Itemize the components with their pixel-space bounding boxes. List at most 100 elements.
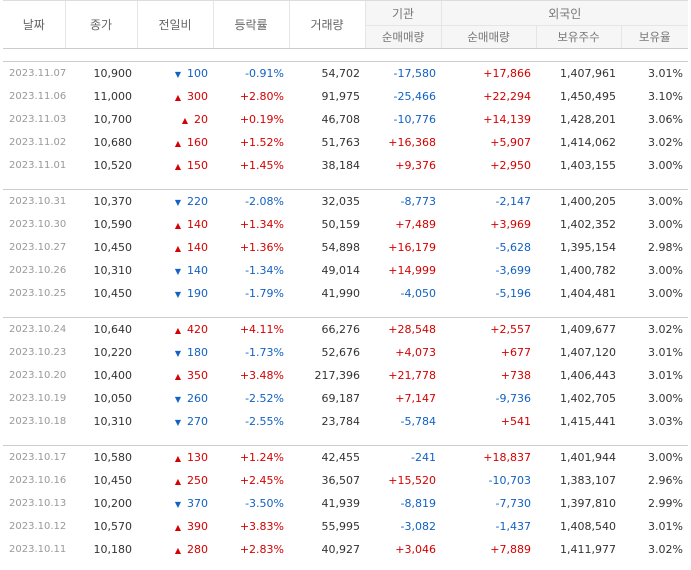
cell-foreign-ratio: 2.98% xyxy=(648,241,683,254)
cell-volume: 42,455 xyxy=(321,451,361,464)
cell-close: 10,450 xyxy=(93,474,133,487)
triangle-up-icon: ▲ xyxy=(174,326,181,335)
cell-volume: 69,187 xyxy=(321,392,361,405)
cell-change: ▼ 220 xyxy=(137,190,213,214)
cell-foreign-net: +18,837 xyxy=(483,451,531,464)
cell-foreign-net: +677 xyxy=(500,346,531,359)
cell-rate: +1.52% xyxy=(239,136,284,149)
cell-foreign-net: +2,557 xyxy=(490,323,531,336)
cell-foreign-hold: 1,404,481 xyxy=(560,287,616,300)
cell-foreign-ratio: 3.02% xyxy=(648,323,683,336)
cell-inst-net: +21,778 xyxy=(388,369,436,382)
triangle-down-icon: ▼ xyxy=(174,70,181,79)
change-value: 150 xyxy=(187,159,208,172)
cell-inst-net: -4,050 xyxy=(400,287,436,300)
table-row: 2023.10.24 10,640 ▲ 420 +4.11% 66,276 +28,548 +… xyxy=(3,318,688,342)
col-header-foreign-ratio: 보유율 xyxy=(620,25,688,49)
triangle-up-icon: ▲ xyxy=(174,139,181,148)
cell-change: ▲ 300 xyxy=(137,85,213,108)
cell-foreign-net: +3,969 xyxy=(490,218,531,231)
cell-rate: -1.34% xyxy=(245,264,284,277)
cell-close: 10,310 xyxy=(93,264,133,277)
triangle-down-icon: ▼ xyxy=(174,349,181,358)
cell-inst-net: +15,520 xyxy=(388,474,436,487)
table-row: 2023.10.19 10,050 ▼ 260 -2.52% 69,187 +7,147 -9… xyxy=(3,387,688,410)
cell-foreign-ratio: 3.02% xyxy=(648,543,683,556)
triangle-down-icon: ▼ xyxy=(174,418,181,427)
cell-foreign-ratio: 3.00% xyxy=(648,264,683,277)
cell-foreign-hold: 1,409,677 xyxy=(560,323,616,336)
cell-foreign-hold: 1,402,705 xyxy=(560,392,616,405)
cell-foreign-hold: 1,395,154 xyxy=(560,241,616,254)
cell-foreign-net: -9,736 xyxy=(495,392,531,405)
cell-date: 2023.10.12 xyxy=(9,521,67,532)
cell-change: ▲ 150 xyxy=(137,154,213,177)
cell-foreign-net: -3,699 xyxy=(495,264,531,277)
cell-change: ▲ 250 xyxy=(137,469,213,492)
cell-foreign-hold: 1,407,961 xyxy=(560,67,616,80)
cell-foreign-net: +14,139 xyxy=(483,113,531,126)
cell-foreign-hold: 1,403,155 xyxy=(560,159,616,172)
change-value: 420 xyxy=(187,323,208,336)
cell-foreign-hold: 1,400,782 xyxy=(560,264,616,277)
cell-rate: -1.79% xyxy=(245,287,284,300)
cell-change: ▼ 260 xyxy=(137,387,213,410)
separator-cell xyxy=(3,433,688,446)
cell-foreign-ratio: 3.06% xyxy=(648,113,683,126)
triangle-down-icon: ▼ xyxy=(174,198,181,207)
table-row: 2023.10.31 10,370 ▼ 220 -2.08% 32,035 -8,773 -2… xyxy=(3,190,688,214)
cell-volume: 66,276 xyxy=(321,323,361,336)
table-row: 2023.10.23 10,220 ▼ 180 -1.73% 52,676 +4,073 +6… xyxy=(3,341,688,364)
cell-date: 2023.10.25 xyxy=(9,288,67,299)
cell-inst-net: +28,548 xyxy=(388,323,436,336)
cell-rate: +3.83% xyxy=(239,520,284,533)
cell-foreign-net: +738 xyxy=(500,369,531,382)
cell-close: 10,400 xyxy=(93,369,133,382)
table-row: 2023.10.20 10,400 ▲ 350 +3.48% 217,396 +21,778… xyxy=(3,364,688,387)
change-value: 140 xyxy=(187,218,208,231)
cell-inst-net: +14,999 xyxy=(388,264,436,277)
table-row: 2023.11.03 10,700 ▲ 20 +0.19% 46,708 -10,776 +1… xyxy=(3,108,688,131)
cell-volume: 32,035 xyxy=(321,195,361,208)
cell-close: 10,450 xyxy=(93,287,133,300)
cell-volume: 55,995 xyxy=(321,520,361,533)
cell-close: 10,370 xyxy=(93,195,133,208)
cell-date: 2023.10.11 xyxy=(9,544,67,555)
cell-volume: 40,927 xyxy=(321,543,361,556)
table-row: 2023.10.26 10,310 ▼ 140 -1.34% 49,014 +14,999 -… xyxy=(3,259,688,282)
triangle-down-icon: ▼ xyxy=(174,267,181,276)
cell-close: 10,680 xyxy=(93,136,133,149)
separator-cell xyxy=(3,48,688,62)
triangle-up-icon: ▲ xyxy=(174,221,181,230)
table-row: 2023.11.01 10,520 ▲ 150 +1.45% 38,184 +9,376 +2… xyxy=(3,154,688,177)
cell-close: 10,450 xyxy=(93,241,133,254)
cell-foreign-ratio: 3.00% xyxy=(648,392,683,405)
cell-inst-net: +4,073 xyxy=(395,346,436,359)
change-value: 160 xyxy=(187,136,208,149)
cell-foreign-net: -10,703 xyxy=(488,474,531,487)
col-group-foreign: 외국인 xyxy=(440,0,688,26)
cell-close: 10,570 xyxy=(93,520,133,533)
cell-date: 2023.11.07 xyxy=(9,68,67,79)
cell-foreign-hold: 1,400,205 xyxy=(560,195,616,208)
change-value: 250 xyxy=(187,474,208,487)
cell-close: 10,640 xyxy=(93,323,133,336)
col-header-date: 날짜 xyxy=(3,0,65,49)
cell-foreign-hold: 1,402,352 xyxy=(560,218,616,231)
cell-date: 2023.11.02 xyxy=(9,137,67,148)
cell-rate: +4.11% xyxy=(239,323,284,336)
cell-close: 10,580 xyxy=(93,451,133,464)
cell-volume: 49,014 xyxy=(321,264,361,277)
cell-foreign-net: +17,866 xyxy=(483,67,531,80)
cell-foreign-ratio: 3.01% xyxy=(648,346,683,359)
triangle-up-icon: ▲ xyxy=(174,162,181,171)
cell-close: 10,700 xyxy=(93,113,133,126)
table-body: 2023.11.07 10,900 ▼ 100 -0.91% 54,702 -17,580 +… xyxy=(3,48,688,562)
triangle-up-icon: ▲ xyxy=(181,116,188,125)
cell-rate: -1.73% xyxy=(245,346,284,359)
cell-inst-net: +16,368 xyxy=(388,136,436,149)
cell-foreign-net: +5,907 xyxy=(490,136,531,149)
cell-volume: 23,784 xyxy=(321,415,361,428)
cell-date: 2023.10.30 xyxy=(9,219,67,230)
cell-rate: -3.50% xyxy=(245,497,284,510)
